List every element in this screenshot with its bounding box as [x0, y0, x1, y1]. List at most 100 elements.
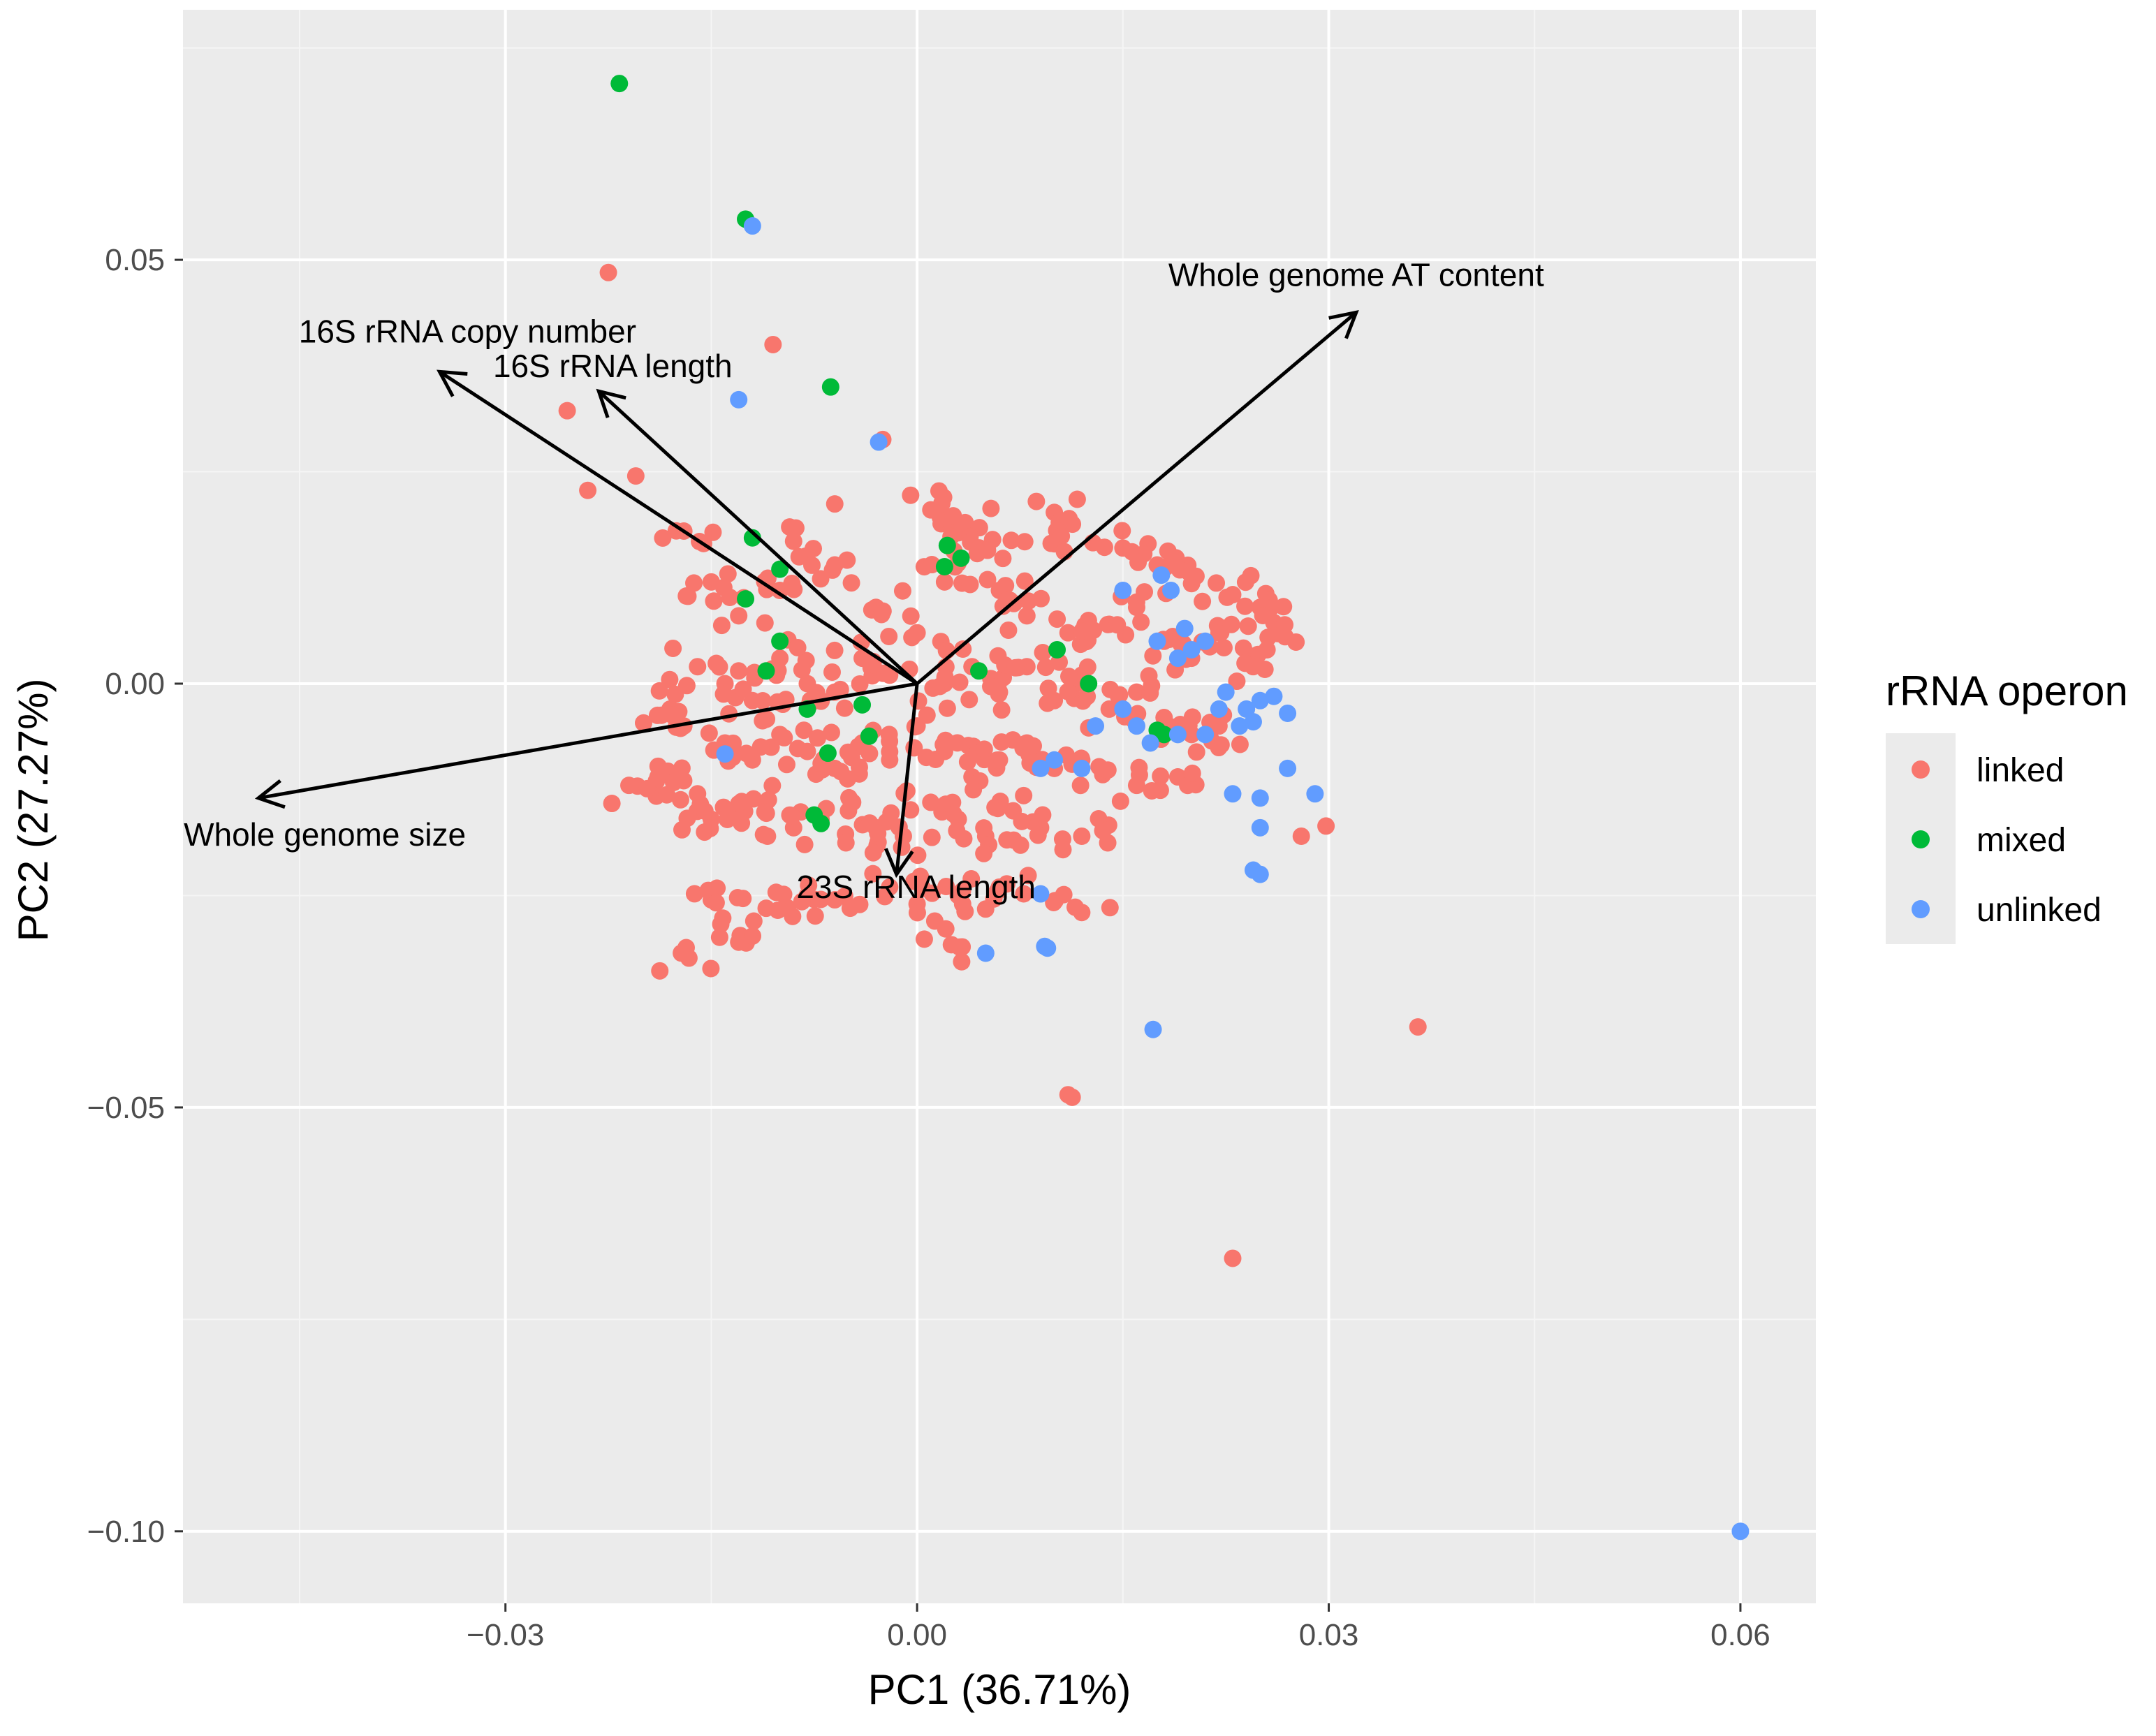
point-linked-555: [864, 865, 882, 883]
point-linked-141: [994, 550, 1012, 568]
point-linked-593: [951, 938, 969, 956]
point-linked-246: [1108, 616, 1127, 634]
loading-label-0: Whole genome AT content: [1168, 256, 1544, 293]
point-linked-569: [962, 870, 981, 888]
point-linked-123: [982, 499, 1000, 517]
point-linked-291: [835, 699, 853, 717]
point-linked-158: [1129, 553, 1147, 571]
y-tick-label-3: −0.10: [87, 1515, 165, 1549]
point-linked-404: [860, 744, 879, 763]
point-unlinked-39: [1162, 581, 1180, 599]
point-linked-260: [1239, 617, 1257, 635]
point-unlinked-37: [1144, 1020, 1162, 1038]
point-mixed-5: [935, 557, 953, 575]
point-unlinked-17: [1168, 726, 1187, 744]
point-linked-5: [626, 467, 645, 485]
legend-label-linked: linked: [1977, 752, 2064, 789]
point-linked-323: [1006, 659, 1025, 677]
legend-items: linked mixed unlinked: [1912, 752, 2102, 929]
point-linked-541: [745, 912, 763, 930]
point-linked-502: [864, 844, 882, 862]
point-linked-467: [696, 802, 714, 821]
point-linked-202: [758, 580, 776, 598]
point-mixed-17: [812, 814, 830, 832]
legend-key-linked: [1912, 760, 1930, 779]
point-linked-528: [1011, 836, 1029, 854]
point-unlinked-13: [1244, 713, 1262, 731]
point-linked-150: [1113, 522, 1131, 540]
loading-arrow-head-1: [437, 369, 468, 397]
point-linked-217: [902, 607, 920, 625]
point-linked-368: [663, 706, 681, 724]
loading-label-2: 16S rRNA length: [493, 348, 733, 384]
point-linked-584: [651, 962, 669, 980]
point-linked-1: [764, 335, 782, 353]
point-linked-31: [1018, 607, 1036, 625]
point-linked-113: [902, 486, 920, 504]
point-mixed-7: [771, 560, 789, 578]
point-linked-178: [1276, 616, 1294, 634]
loading-arrow-shaft-4: [895, 683, 919, 875]
point-linked-91: [1073, 827, 1091, 845]
point-linked-459: [671, 790, 689, 809]
point-linked-484: [795, 835, 814, 853]
point-unlinked-12: [1279, 704, 1297, 722]
point-linked-377: [751, 738, 770, 756]
point-linked-106: [1409, 1018, 1427, 1036]
point-mixed-20: [1080, 675, 1098, 693]
point-linked-108: [1292, 827, 1310, 845]
point-linked-29: [935, 573, 953, 591]
point-linked-252: [1144, 647, 1162, 665]
point-linked-468: [673, 821, 691, 839]
point-linked-287: [793, 661, 811, 679]
point-linked-534: [1094, 822, 1112, 840]
point-linked-187: [1215, 638, 1233, 656]
point-linked-327: [1039, 694, 1057, 712]
point-unlinked-11: [1265, 687, 1283, 705]
point-linked-585: [712, 915, 730, 933]
point-mixed-21: [757, 662, 775, 680]
x-tick-label-1: 0.00: [887, 1618, 947, 1652]
point-mixed-19: [1155, 726, 1173, 744]
loading-arrow-1: 16S rRNA copy number: [299, 313, 918, 686]
point-linked-586: [710, 928, 728, 946]
point-mixed-2: [821, 378, 839, 396]
point-linked-362: [634, 714, 652, 732]
point-linked-572: [998, 875, 1016, 893]
point-linked-290: [831, 680, 849, 698]
point-linked-578: [1101, 899, 1119, 917]
point-linked-167: [1194, 592, 1212, 610]
point-linked-381: [775, 728, 793, 746]
point-linked-387: [822, 723, 840, 742]
point-linked-299: [823, 663, 841, 681]
point-linked-380: [789, 740, 807, 758]
point-linked-394: [832, 763, 850, 781]
point-unlinked-10: [1251, 691, 1269, 709]
point-linked-344: [1140, 667, 1158, 685]
point-linked-547: [779, 899, 797, 917]
point-linked-532: [1054, 841, 1072, 859]
point-linked-580: [702, 959, 720, 978]
point-linked-419: [965, 781, 983, 799]
point-linked-216: [880, 627, 898, 645]
point-linked-107: [1224, 1249, 1242, 1267]
point-unlinked-20: [1114, 700, 1132, 718]
loading-arrow-2: 16S rRNA length: [493, 348, 918, 685]
point-linked-172: [1236, 597, 1254, 615]
loading-arrow-0: Whole genome AT content: [916, 256, 1544, 685]
point-unlinked-4: [1114, 581, 1132, 599]
loading-label-4: 23S rRNA length: [796, 869, 1036, 905]
legend-key-unlinked: [1912, 900, 1930, 918]
point-linked-233: [999, 621, 1018, 639]
point-linked-53: [1127, 683, 1145, 701]
point-linked-148: [1042, 534, 1060, 552]
point-linked-549: [793, 892, 811, 911]
point-mixed-3: [938, 536, 956, 554]
point-unlinked-27: [1224, 785, 1242, 803]
legend-label-unlinked: unlinked: [1977, 892, 2102, 929]
point-linked-197: [721, 588, 739, 606]
point-linked-2: [558, 402, 576, 420]
point-linked-558: [876, 888, 894, 906]
point-linked-579: [1046, 892, 1064, 910]
point-linked-249: [1132, 613, 1150, 631]
